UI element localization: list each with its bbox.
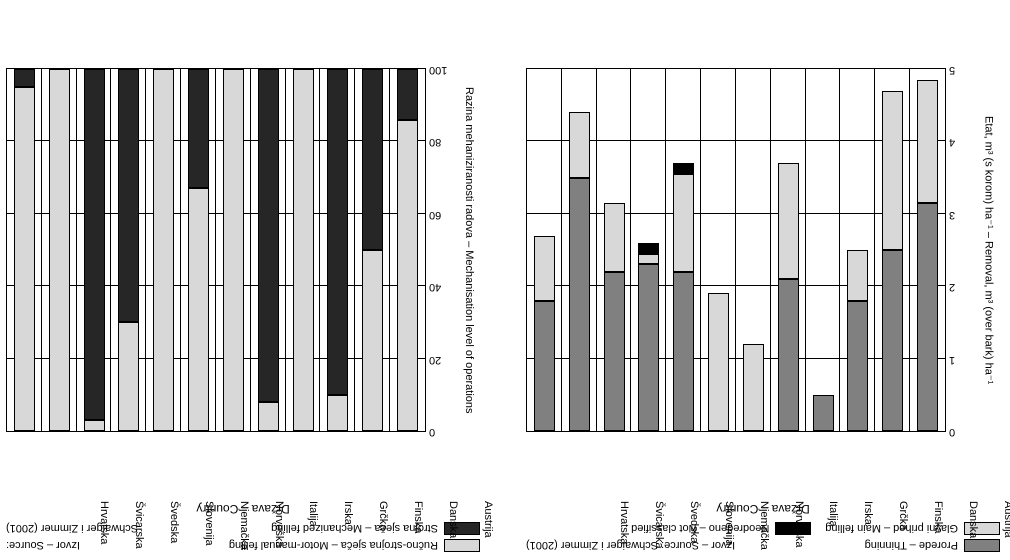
right-plot-area: 020406080100AustrijaDanskaFinskaGrčkaIrs… — [6, 68, 426, 432]
bar-segment — [917, 80, 938, 203]
inner-guide — [561, 69, 562, 431]
inner-guide — [596, 69, 597, 431]
bar-segment — [569, 178, 590, 431]
bar-segment — [743, 344, 764, 431]
inner-guide — [909, 69, 910, 431]
y-tick-label: 0 — [949, 426, 979, 438]
inner-guide — [770, 69, 771, 431]
bar-segment — [49, 69, 70, 431]
swatch-manual — [444, 539, 480, 552]
bar-segment — [258, 402, 279, 431]
y-tick-label: 4 — [949, 136, 979, 148]
bar-segment — [604, 203, 625, 272]
bar-segment — [847, 250, 868, 301]
inner-guide — [180, 69, 181, 431]
bar-segment — [397, 69, 418, 120]
y-tick-label: 60 — [429, 209, 459, 221]
inner-guide — [250, 69, 251, 431]
bar-segment — [14, 69, 35, 87]
y-tick-label: 2 — [949, 281, 979, 293]
bar-segment — [534, 236, 555, 301]
bar-segment — [708, 293, 729, 431]
inner-guide — [215, 69, 216, 431]
inner-guide — [285, 69, 286, 431]
bar-segment — [84, 69, 105, 420]
bar-segment — [638, 254, 659, 265]
bar-segment — [534, 301, 555, 431]
bar-segment — [604, 272, 625, 431]
y-tick-label: 1 — [949, 354, 979, 366]
bar-segment — [673, 163, 694, 174]
bar-segment — [917, 203, 938, 431]
right-y-axis-label: Razina mehaniziranosti radova – Mechanis… — [460, 68, 478, 432]
inner-guide — [735, 69, 736, 431]
bar-segment — [397, 120, 418, 431]
bar-segment — [118, 69, 139, 322]
left-chart-panel: Prorede – Thinning Izvor – Source: Schwa… — [526, 0, 1000, 560]
inner-guide — [41, 69, 42, 431]
inner-guide — [76, 69, 77, 431]
bar-segment — [569, 112, 590, 177]
bar-segment — [14, 87, 35, 431]
inner-guide — [665, 69, 666, 431]
legend-label: Prorede – Thinning — [865, 540, 958, 552]
bar-segment — [188, 69, 209, 188]
category-label: Hrvatska — [30, 501, 110, 544]
y-tick-label: 20 — [429, 354, 459, 366]
y-tick-label: 5 — [949, 64, 979, 76]
swatch-thinning — [964, 539, 1000, 552]
inner-guide — [700, 69, 701, 431]
inner-guide — [354, 69, 355, 431]
bar-segment — [882, 250, 903, 431]
bar-segment — [153, 69, 174, 431]
y-tick-label: 40 — [429, 281, 459, 293]
bar-segment — [813, 395, 834, 431]
bar-segment — [327, 395, 348, 431]
inner-guide — [840, 69, 841, 431]
inner-guide — [389, 69, 390, 431]
bar-segment — [778, 279, 799, 431]
bar-segment — [84, 420, 105, 431]
inner-guide — [631, 69, 632, 431]
category-label: Hrvatska — [550, 501, 630, 544]
inner-guide — [874, 69, 875, 431]
bar-segment — [778, 163, 799, 279]
bar-segment — [223, 69, 244, 431]
bar-segment — [327, 69, 348, 395]
legend-item-thinning: Prorede – Thinning — [865, 539, 1000, 552]
inner-guide — [320, 69, 321, 431]
bar-segment — [188, 188, 209, 431]
inner-guide — [145, 69, 146, 431]
bar-segment — [118, 322, 139, 431]
bar-segment — [362, 69, 383, 250]
inner-guide — [111, 69, 112, 431]
y-tick-label: 0 — [429, 426, 459, 438]
bar-segment — [362, 250, 383, 431]
bar-segment — [293, 69, 314, 431]
bar-segment — [258, 69, 279, 402]
right-chart-panel: Ručno-strojna sječa – Motor-manual felli… — [6, 0, 480, 560]
bar-segment — [847, 301, 868, 431]
bar-segment — [638, 243, 659, 254]
bar-segment — [882, 91, 903, 250]
y-tick-label: 3 — [949, 209, 979, 221]
bar-segment — [673, 272, 694, 431]
bar-segment — [638, 264, 659, 431]
y-tick-label: 80 — [429, 136, 459, 148]
bar-segment — [673, 174, 694, 272]
left-y-axis-label: Etat, m³ (s korom) ha⁻¹ – Removal, m³ (o… — [980, 68, 998, 432]
inner-guide — [805, 69, 806, 431]
left-plot-area: 012345AustrijaDanskaFinskaGrčkaIrskaItal… — [526, 68, 946, 432]
y-tick-label: 100 — [429, 64, 459, 76]
